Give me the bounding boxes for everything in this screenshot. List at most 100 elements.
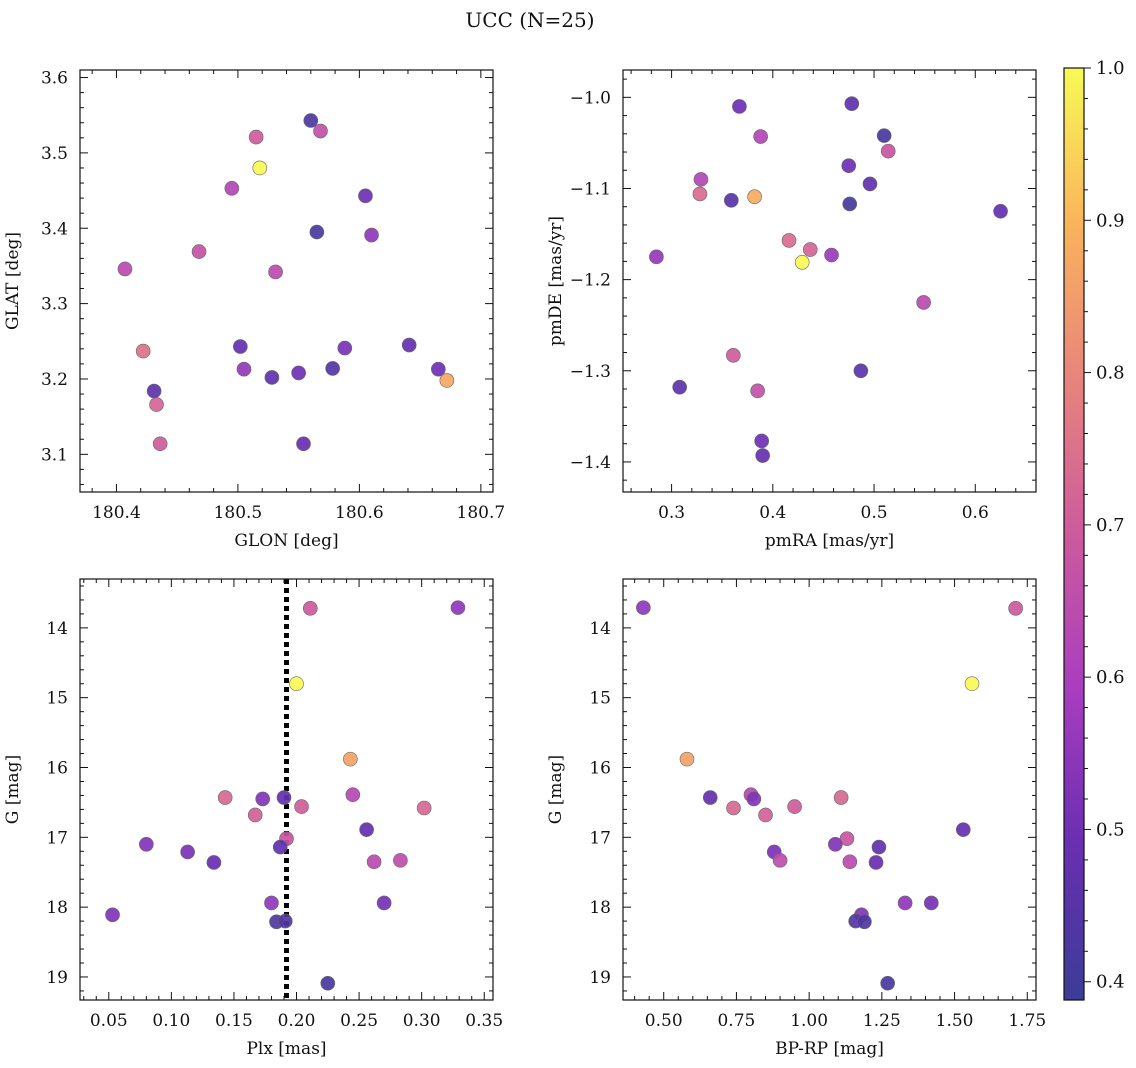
scatter-point	[264, 370, 280, 385]
scatter-point	[750, 383, 765, 399]
colorbar-scale	[1063, 67, 1085, 1001]
colorbar: 0.4 0.5 0.6 0.7 0.8 0.9 1.0	[1063, 58, 1125, 1001]
colorbar-tick-label: 0.5	[1096, 819, 1125, 840]
scatter-point	[366, 854, 382, 870]
colorbar-tick-label: 0.8	[1096, 363, 1125, 384]
scatter-point	[841, 158, 857, 174]
y-tick-label: −1.3	[570, 362, 611, 382]
scatter-point	[868, 855, 884, 870]
scatter-point	[236, 361, 252, 377]
colorbar-tick-label: 0.9	[1096, 210, 1125, 231]
scatter-point	[787, 799, 802, 814]
y-tick-label: 3.6	[41, 69, 68, 89]
scatter-point	[277, 913, 293, 929]
scatter-point	[726, 347, 741, 363]
scatter-point	[191, 244, 207, 259]
scatter-point	[916, 295, 931, 310]
scatter-point	[754, 433, 769, 449]
scatter-point	[955, 822, 971, 837]
y-tick-label: 3.2	[41, 370, 68, 390]
y-tick-label: 3.1	[41, 445, 68, 465]
scatter-point	[897, 895, 913, 911]
x-tick-label: 1.75	[1008, 1011, 1046, 1031]
scatter-point	[842, 854, 858, 870]
scatter-point	[364, 227, 379, 243]
scatter-point	[289, 676, 304, 692]
y-tick-label: 16	[46, 759, 68, 779]
scatter-point	[880, 143, 896, 159]
scatter-point	[255, 791, 271, 807]
scatter-point	[337, 340, 353, 356]
scatter-point	[309, 224, 325, 240]
y-tick-label: −1.0	[570, 88, 611, 108]
y-tick-label: 19	[46, 968, 68, 988]
scatter-point	[439, 373, 455, 388]
panel-plx-g: 0.05 0.10 0.15 0.20 0.25 0.30 0.35 14 15 16 17 18 19…	[3, 578, 503, 1059]
x-tick-label: 180.6	[335, 503, 384, 523]
x-tick-label: 0.3	[658, 503, 685, 523]
scatter-point	[964, 676, 980, 692]
x-tick-label: 0.25	[340, 1011, 378, 1031]
scatter-point	[139, 837, 154, 852]
scatter-point	[862, 176, 878, 192]
panel-glon-glat: 180.4 180.5 180.6 180.7 3.1 3.2 3.3 3.4 3.5 3.6 GL…	[3, 69, 505, 551]
plot-frame	[622, 578, 1037, 1001]
scatter-point	[296, 436, 311, 452]
x-tick-label: 0.35	[465, 1011, 503, 1031]
scatter-point	[152, 436, 168, 452]
x-axis-label: BP-RP [mag]	[775, 1039, 884, 1059]
x-tick-label: 0.15	[215, 1011, 253, 1031]
y-tick-label: −1.4	[570, 453, 611, 473]
scatter-point	[753, 129, 768, 144]
y-axis-label: G [mag]	[3, 755, 23, 824]
scatter-point	[880, 975, 895, 991]
scatter-point	[1008, 601, 1023, 616]
x-tick-label: 1.50	[936, 1011, 974, 1031]
y-axis-label: pmDE [mas/yr]	[546, 216, 566, 346]
x-tick-label: 0.50	[645, 1011, 683, 1031]
x-tick-label: 0.10	[152, 1011, 190, 1031]
scatter-point	[268, 264, 283, 280]
x-tick-label: 180.5	[214, 503, 263, 523]
scatter-point	[450, 600, 466, 615]
scatter-point	[180, 844, 195, 860]
y-tick-label: −1.1	[570, 179, 611, 199]
scatter-point	[276, 790, 292, 805]
colorbar-tick-label: 0.7	[1096, 515, 1125, 536]
x-tick-label: 0.75	[717, 1011, 755, 1031]
scatter-point	[117, 261, 133, 277]
scatter-point	[649, 249, 664, 265]
scatter-point	[679, 751, 695, 767]
scatter-point	[692, 186, 708, 202]
scatter-point	[247, 807, 263, 823]
scatter-point	[345, 787, 361, 803]
scatter-point	[732, 99, 747, 114]
scatter-point	[146, 383, 162, 399]
scatter-point	[802, 242, 818, 257]
scatter-point	[303, 113, 319, 128]
y-tick-label: 14	[46, 619, 68, 639]
scatter-point	[302, 601, 318, 616]
scatter-point	[325, 361, 340, 376]
scatter-point	[702, 790, 718, 805]
x-tick-label: 1.25	[863, 1011, 901, 1031]
scatter-point	[746, 791, 762, 807]
scatter-point	[294, 799, 309, 814]
y-tick-label: 17	[589, 828, 611, 848]
scatter-point	[724, 193, 739, 208]
scatter-point	[393, 853, 408, 868]
panels: 180.4 180.5 180.6 180.73.13.23.33.43.53.6GL…	[3, 69, 1046, 1059]
scatter-point	[755, 448, 770, 463]
scatter-point	[376, 895, 392, 911]
x-tick-label: 0.30	[403, 1011, 441, 1031]
scatter-point	[726, 800, 741, 816]
x-tick-label: 180.7	[457, 503, 506, 523]
y-tick-label: 18	[46, 898, 68, 918]
y-tick-label: 3.3	[41, 295, 68, 315]
scatter-point	[828, 837, 843, 852]
scatter-point	[206, 855, 222, 870]
scatter-point	[781, 233, 797, 248]
scatter-point	[794, 255, 810, 270]
scatter-point	[358, 188, 373, 204]
scatter-point	[758, 807, 773, 823]
